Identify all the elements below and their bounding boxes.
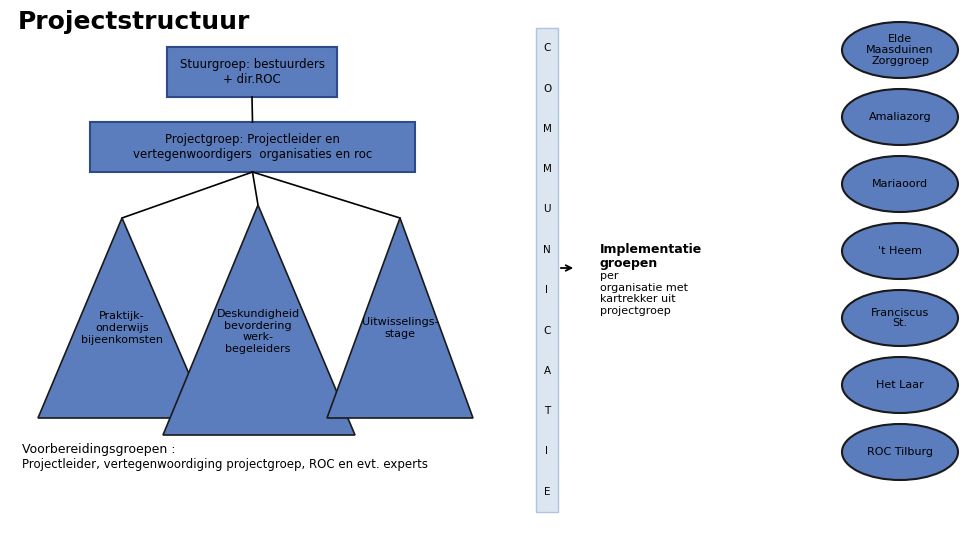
- Polygon shape: [163, 205, 355, 435]
- Text: E: E: [543, 487, 550, 497]
- Ellipse shape: [842, 290, 958, 346]
- Text: Maasduinen: Maasduinen: [866, 45, 934, 55]
- Ellipse shape: [842, 22, 958, 78]
- Text: M: M: [542, 124, 551, 134]
- Text: C: C: [543, 326, 551, 335]
- Text: ROC Tilburg: ROC Tilburg: [867, 447, 933, 457]
- Text: Voorbereidingsgroepen :: Voorbereidingsgroepen :: [22, 443, 176, 456]
- Polygon shape: [327, 218, 473, 418]
- Text: Projectgroep: Projectleider en
vertegenwoordigers  organisaties en roc: Projectgroep: Projectleider en vertegenw…: [132, 133, 372, 161]
- Text: St.: St.: [893, 319, 907, 328]
- Text: Zorggroep: Zorggroep: [871, 56, 929, 66]
- Text: Elde: Elde: [888, 34, 912, 44]
- Text: T: T: [544, 406, 550, 416]
- Text: M: M: [542, 164, 551, 174]
- Text: per
organisatie met
kartrekker uit
projectgroep: per organisatie met kartrekker uit proje…: [600, 271, 688, 316]
- Text: Praktijk-
onderwijs
bijeenkomsten: Praktijk- onderwijs bijeenkomsten: [81, 312, 163, 345]
- Ellipse shape: [842, 357, 958, 413]
- Text: U: U: [543, 205, 551, 214]
- Text: C: C: [543, 43, 551, 53]
- Text: Franciscus: Franciscus: [871, 307, 929, 318]
- Text: I: I: [545, 285, 548, 295]
- Text: A: A: [543, 366, 551, 376]
- Text: Amaliazorg: Amaliazorg: [869, 112, 931, 122]
- Ellipse shape: [842, 156, 958, 212]
- Text: 't Heem: 't Heem: [878, 246, 922, 256]
- Text: Implementatie: Implementatie: [600, 243, 703, 256]
- Text: Projectleider, vertegenwoordiging projectgroep, ROC en evt. experts: Projectleider, vertegenwoordiging projec…: [22, 458, 428, 471]
- Text: Uitwisselings-
stage: Uitwisselings- stage: [362, 317, 439, 339]
- Text: O: O: [542, 84, 551, 93]
- Text: N: N: [543, 245, 551, 255]
- Ellipse shape: [842, 424, 958, 480]
- FancyBboxPatch shape: [90, 122, 415, 172]
- Ellipse shape: [842, 89, 958, 145]
- FancyBboxPatch shape: [167, 47, 337, 97]
- Text: Deskundigheid
bevordering
werk-
begeleiders: Deskundigheid bevordering werk- begeleid…: [216, 309, 300, 354]
- Ellipse shape: [842, 223, 958, 279]
- Text: I: I: [545, 447, 548, 456]
- FancyBboxPatch shape: [536, 28, 558, 512]
- Text: Het Laar: Het Laar: [876, 380, 924, 390]
- Text: Stuurgroep: bestuurders
+ dir.ROC: Stuurgroep: bestuurders + dir.ROC: [180, 58, 324, 86]
- Text: groepen: groepen: [600, 257, 659, 270]
- Polygon shape: [38, 218, 208, 418]
- Text: Projectstructuur: Projectstructuur: [18, 10, 251, 34]
- Text: Mariaoord: Mariaoord: [872, 179, 928, 189]
